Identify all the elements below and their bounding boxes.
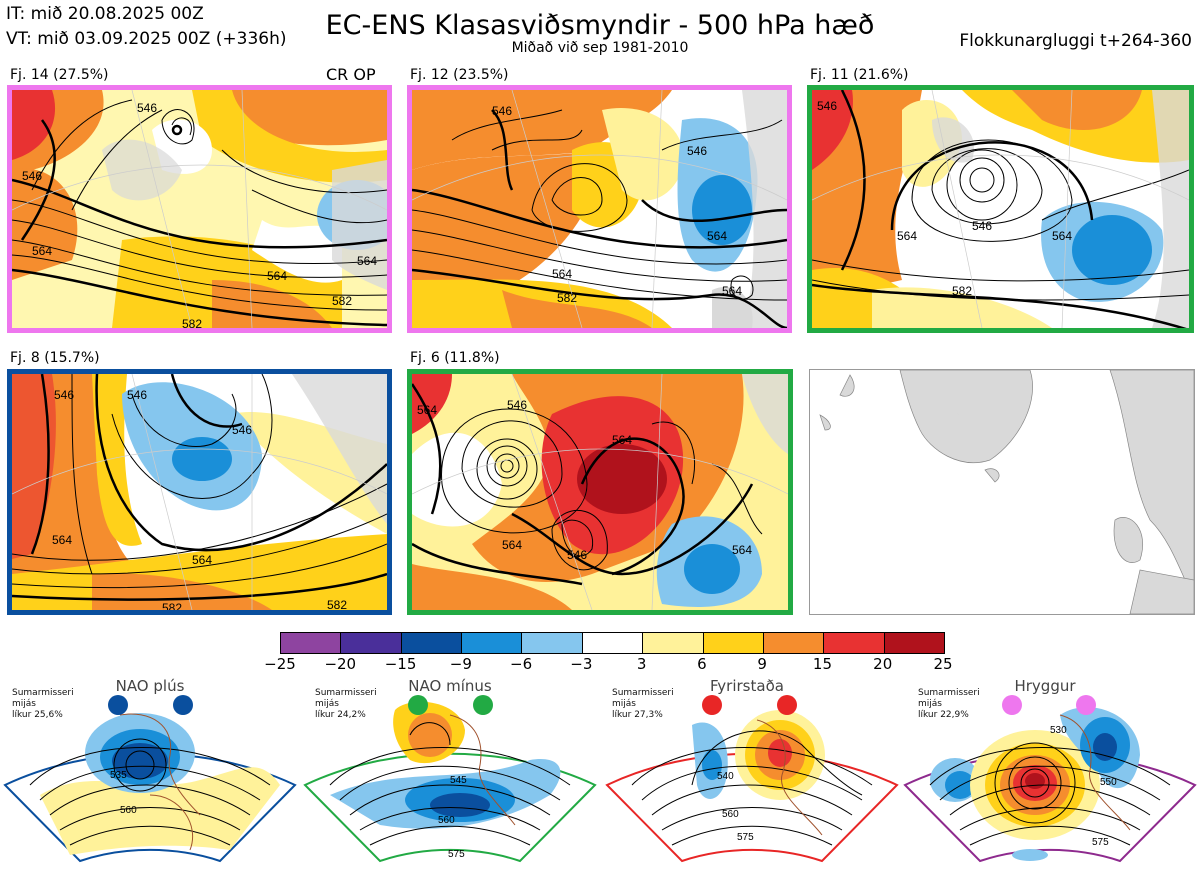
panel-2-contour-label: 564: [722, 284, 742, 298]
panel-3-contour-label: 582: [952, 284, 972, 298]
colorbar-tick-label: −6: [510, 655, 533, 673]
colorbar-tick-label: 25: [933, 655, 953, 673]
colorbar-segment: [281, 633, 342, 653]
colorbar-segment: [884, 633, 944, 653]
colorbar-tick-label: −25: [264, 655, 296, 673]
regime-nao-plus[interactable]: 535 560: [0, 675, 300, 871]
cluster-map-12[interactable]: 546 564 582 564 546 564: [407, 85, 792, 333]
colorbar-tick-label: 15: [812, 655, 832, 673]
panel-2-contour-label: 582: [557, 291, 577, 305]
colorbar-tick-label: 20: [873, 655, 893, 673]
cluster-map-6[interactable]: 546 564 564 546 564 564: [407, 369, 793, 615]
panel-4-contour-label: 564: [52, 533, 72, 547]
colorbar-tick-label: −3: [570, 655, 593, 673]
panel-1-contour-label: 564: [357, 254, 377, 268]
panel-4-contour-label: 546: [54, 388, 74, 402]
panel-3-contour-label: 546: [817, 99, 837, 113]
colorbar-tick-label: −20: [324, 655, 357, 673]
panel-2-contour-label: 546: [492, 104, 512, 118]
regime-2-info: Sumarmisseri mijás líkur 24,2%: [315, 688, 377, 720]
regime-3-contour-label: 575: [737, 832, 754, 843]
panel-5-contour-label: 564: [612, 433, 632, 447]
colorbar-tick-label: 6: [697, 655, 707, 673]
panel-4-contour-label: 546: [232, 423, 252, 437]
regime-2-title: NAO mínus: [408, 677, 492, 695]
cluster-map-11[interactable]: 564 546 582 564 546: [807, 85, 1194, 333]
regime-3-info: Sumarmisseri mijás líkur 27,3%: [612, 688, 674, 720]
colorbar-tick-label: 3: [636, 655, 647, 673]
regime-3-title: Fyrirstaða: [710, 677, 784, 695]
panel-2-contour-label: 564: [707, 229, 727, 243]
panel-4-contour-label: 582: [327, 598, 347, 610]
regime-3-contour-label: 540: [717, 771, 734, 782]
panel-5-contour-label: 564: [732, 543, 752, 557]
panel-3-contour-label: 564: [1052, 229, 1072, 243]
regime-4-contour-label: 530: [1050, 725, 1067, 736]
regime-1-info: Sumarmisseri mijás líkur 25,6%: [12, 688, 74, 720]
regime-4-title: Hryggur: [1014, 677, 1076, 695]
panel-4-label: Fj. 8 (15.7%): [10, 350, 100, 366]
colorbar-segment: [643, 633, 704, 653]
base-map-empty: [809, 369, 1195, 615]
panel-5-contour-label: 564: [502, 538, 522, 552]
panel-5-label: Fj. 6 (11.8%): [410, 350, 500, 366]
panel-5-contour-label: 564: [417, 403, 437, 417]
panel-1-contour-label: 582: [182, 317, 202, 328]
panel-1-tag: CR OP: [326, 65, 376, 84]
panel-1-contour-label: 564: [267, 269, 287, 283]
initial-time: IT: mið 20.08.2025 00Z: [6, 4, 204, 24]
regime-1-title: NAO plús: [115, 677, 185, 695]
valid-time: VT: mið 03.09.2025 00Z (+336h): [6, 29, 287, 49]
regime-ridge[interactable]: 530 550 575: [900, 675, 1200, 871]
panel-5-contour-label: 546: [567, 548, 587, 562]
panel-3-label: Fj. 11 (21.6%): [810, 67, 909, 83]
regime-2-contour-label: 575: [448, 849, 465, 860]
page-subtitle: Miðað við sep 1981-2010: [511, 40, 689, 56]
panel-2-contour-label: 564: [552, 267, 572, 281]
regime-nao-minus[interactable]: 545 560 575: [300, 675, 600, 871]
colorbar-tick-label: −9: [449, 655, 472, 673]
cluster-map-14[interactable]: 546 564 582 564 564 546 582: [7, 85, 392, 333]
regime-4-contour-label: 550: [1100, 777, 1117, 788]
colorbar-segment: [341, 633, 402, 653]
colorbar-tick-label: 9: [757, 655, 767, 673]
anomaly-colorbar: [280, 632, 945, 654]
colorbar-segment: [582, 633, 644, 653]
page-title: EC-ENS Klasasviðsmyndir - 500 hPa hæð: [325, 10, 875, 41]
panel-5-contour-label: 546: [507, 398, 527, 412]
regime-1-contour-label: 560: [120, 805, 137, 816]
panel-4-contour-label: 546: [127, 388, 147, 402]
panel-4-contour-label: 564: [192, 553, 212, 567]
regime-1-contour-label: 535: [110, 770, 127, 781]
cluster-map-8[interactable]: 546 582 564 546 564 546 582: [7, 369, 392, 615]
regime-4-contour-label: 575: [1092, 837, 1109, 848]
regime-4-info: Sumarmisseri mijás líkur 22,9%: [918, 688, 980, 720]
panel-2-contour-label: 546: [687, 144, 707, 158]
panel-3-contour-label: 546: [972, 219, 992, 233]
colorbar-segment: [763, 633, 825, 653]
colorbar-segment: [462, 633, 523, 653]
panel-1-contour-label: 546: [22, 169, 42, 183]
colorbar-segment: [522, 633, 583, 653]
regime-3-contour-label: 560: [722, 809, 739, 820]
colorbar-segment: [401, 633, 463, 653]
panel-3-contour-label: 564: [897, 229, 917, 243]
panel-1-label: Fj. 14 (27.5%): [10, 67, 109, 83]
colorbar-tick-label: −15: [384, 655, 417, 673]
regime-2-contour-label: 560: [438, 815, 455, 826]
regime-2-contour-label: 545: [450, 775, 467, 786]
cluster-window-label: Flokkunargluggi t+264-360: [959, 31, 1192, 51]
regime-blocking[interactable]: 540 560 575: [602, 675, 902, 871]
colorbar-segment: [824, 633, 885, 653]
colorbar-segment: [703, 633, 764, 653]
panel-1-contour-label: 564: [32, 244, 52, 258]
panel-4-contour-label: 582: [162, 601, 182, 610]
panel-1-contour-label: 546: [137, 101, 157, 115]
panel-2-label: Fj. 12 (23.5%): [410, 67, 509, 83]
panel-1-contour-label: 582: [332, 294, 352, 308]
